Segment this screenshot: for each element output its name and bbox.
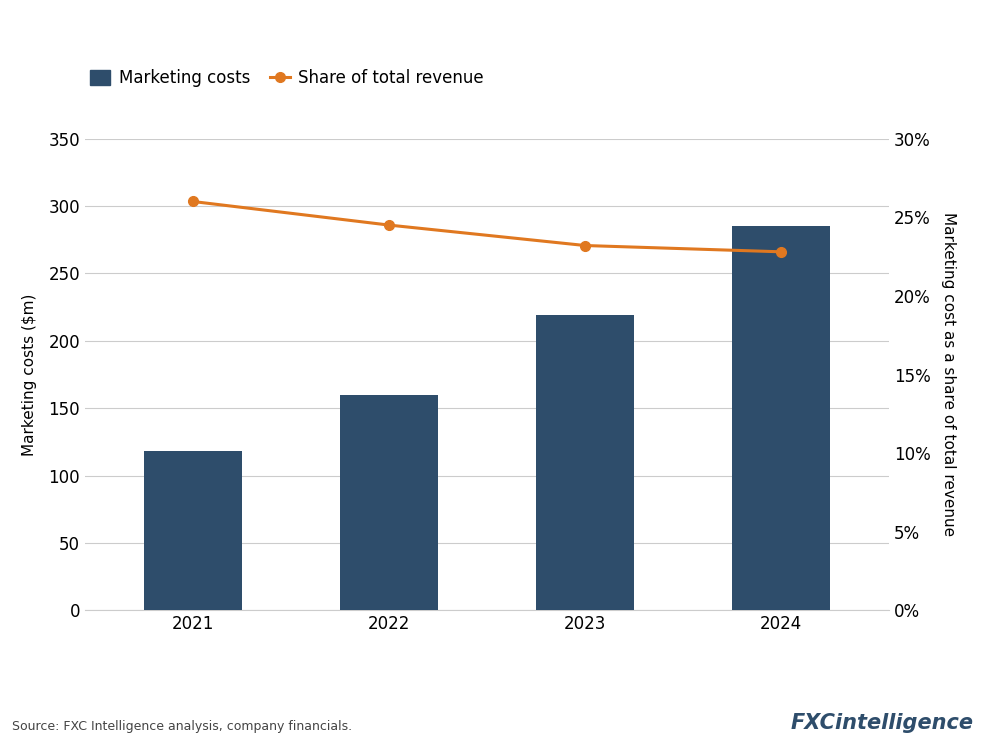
Bar bbox=[144, 452, 242, 610]
Bar bbox=[536, 315, 634, 610]
Text: Remitly marketing costs rise but total share of revenue declines: Remitly marketing costs rise but total s… bbox=[12, 34, 999, 63]
Y-axis label: Marketing costs ($m): Marketing costs ($m) bbox=[22, 294, 37, 455]
Bar bbox=[732, 226, 830, 610]
Text: Source: FXC Intelligence analysis, company financials.: Source: FXC Intelligence analysis, compa… bbox=[12, 720, 352, 733]
Y-axis label: Marketing cost as a share of total revenue: Marketing cost as a share of total reven… bbox=[941, 213, 956, 536]
Bar bbox=[340, 395, 438, 610]
Text: FXCintelligence: FXCintelligence bbox=[791, 712, 974, 733]
Legend: Marketing costs, Share of total revenue: Marketing costs, Share of total revenue bbox=[85, 64, 489, 92]
Text: Remitly FY marketing costs and marketing’s share of total revenue, 2021-2024: Remitly FY marketing costs and marketing… bbox=[12, 71, 724, 89]
